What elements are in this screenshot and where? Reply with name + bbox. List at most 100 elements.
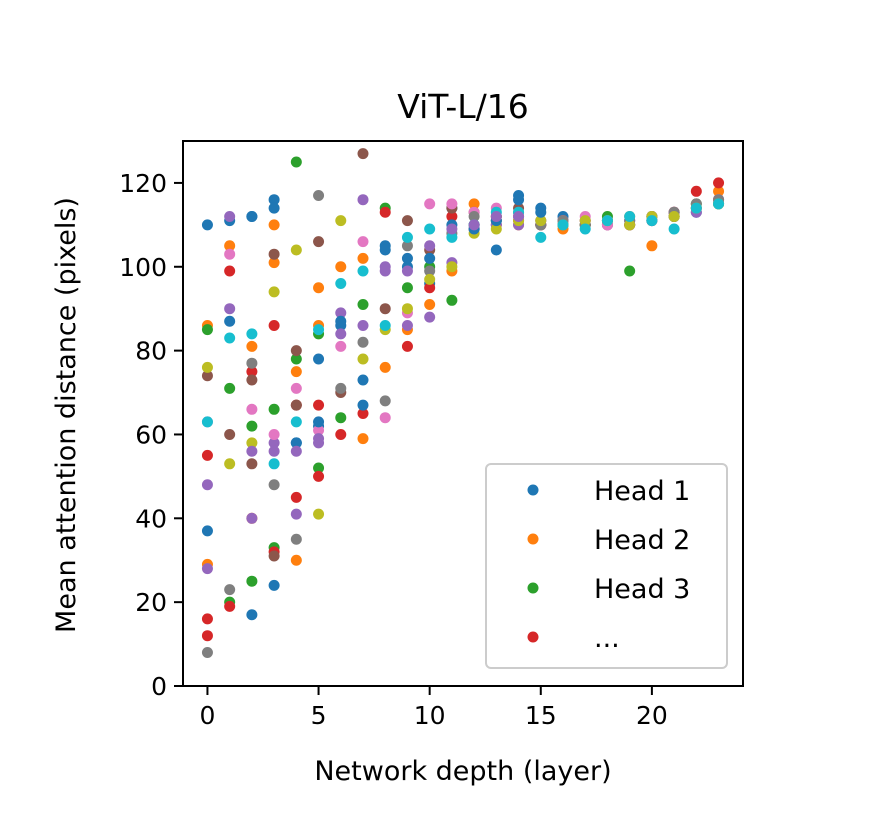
data-point-head-10 (290, 416, 302, 428)
data-point-head-2 (268, 257, 280, 269)
data-point-head-6 (201, 370, 213, 382)
data-point-head-10 (668, 223, 680, 235)
data-point-head-5 (401, 319, 413, 331)
data-point-head-3 (401, 282, 413, 294)
data-point-head-6 (246, 458, 258, 470)
data-point-head-2 (424, 299, 436, 310)
data-point-head-6 (246, 374, 258, 386)
data-point-head-3 (624, 265, 636, 277)
legend-box (485, 463, 728, 669)
data-point-head-7 (335, 340, 347, 352)
chart-title: ViT-L/16 (397, 87, 529, 126)
legend-label: Head 2 (594, 525, 690, 556)
legend-marker (527, 582, 539, 594)
data-point-head-7 (268, 428, 280, 440)
y-tick-label: 60 (135, 420, 167, 449)
y-tick-label: 120 (119, 169, 167, 198)
data-point-head-11 (290, 437, 302, 449)
data-point-head-12 (401, 265, 413, 277)
data-point-head-2 (290, 366, 302, 378)
data-point-head-5 (268, 437, 280, 449)
data-point-head-12 (224, 210, 236, 222)
data-point-head-5 (357, 319, 369, 331)
data-point-head-10 (557, 219, 569, 231)
data-point-head-6 (290, 345, 302, 357)
data-point-head-11 (246, 210, 258, 222)
data-point-head-7 (224, 248, 236, 260)
data-point-head-5 (424, 311, 436, 323)
data-point-head-2 (268, 219, 280, 231)
data-point-head-11 (313, 416, 325, 428)
x-tick-label: 15 (525, 701, 557, 730)
data-point-head-3 (268, 403, 280, 415)
data-point-head-2 (224, 240, 236, 252)
data-point-head-4 (224, 265, 236, 277)
data-point-head-10 (624, 210, 636, 222)
y-tick-label: 40 (135, 504, 167, 533)
data-point-head-4 (335, 428, 347, 440)
data-point-head-10 (401, 231, 413, 243)
y-axis-label: Mean attention distance (pixels) (51, 197, 82, 633)
data-point-head-12 (313, 433, 325, 445)
data-point-head-11 (535, 206, 547, 218)
data-point-head-11 (268, 202, 280, 214)
data-point-head-1 (201, 219, 213, 231)
data-point-head-9 (313, 508, 325, 520)
x-tick-label: 10 (414, 701, 446, 730)
data-point-head-2 (357, 252, 369, 264)
legend-label: Head 3 (594, 574, 690, 605)
scatter-points (201, 148, 725, 658)
data-point-head-10 (379, 319, 391, 331)
data-point-head-2 (335, 261, 347, 273)
data-point-head-12 (513, 210, 525, 222)
data-point-head-6 (224, 428, 236, 440)
data-point-head-4 (201, 613, 213, 625)
data-point-head-12 (335, 328, 347, 340)
data-point-head-3 (335, 412, 347, 424)
data-point-head-3 (246, 420, 258, 432)
data-point-head-11 (379, 244, 391, 256)
data-point-head-5 (290, 508, 302, 520)
x-tick-label: 0 (199, 701, 215, 730)
data-point-head-9 (224, 458, 236, 470)
data-point-head-3 (313, 462, 325, 474)
x-axis-label: Network depth (layer) (314, 756, 611, 787)
data-point-head-3 (246, 575, 258, 587)
data-point-head-7 (290, 382, 302, 394)
data-point-head-8 (268, 479, 280, 491)
data-point-head-8 (335, 382, 347, 394)
data-point-head-6 (290, 399, 302, 411)
legend: Head 1 Head 2 Head 3... (485, 463, 728, 669)
data-point-head-9 (490, 223, 502, 235)
data-point-head-5 (201, 479, 213, 491)
data-point-head-4 (357, 408, 369, 419)
data-point-head-1 (268, 579, 280, 591)
data-point-head-4 (379, 206, 391, 218)
data-point-head-4 (268, 319, 280, 331)
data-point-head-9 (535, 215, 547, 227)
data-point-head-1 (246, 609, 258, 621)
data-point-head-10 (601, 215, 613, 227)
x-tick-label: 20 (636, 701, 668, 730)
data-point-head-4 (201, 449, 213, 461)
data-point-head-9 (246, 437, 258, 449)
data-point-head-8 (468, 210, 480, 222)
data-point-head-2 (357, 433, 369, 445)
data-point-head-10 (357, 265, 369, 277)
y-tick-label: 80 (135, 337, 167, 366)
data-point-head-2 (313, 282, 325, 294)
legend-marker (527, 484, 539, 496)
data-point-head-10 (690, 202, 702, 214)
data-point-head-12 (379, 261, 391, 273)
data-point-head-6 (268, 248, 280, 260)
data-point-head-12 (290, 445, 302, 457)
data-point-head-10 (201, 416, 213, 428)
y-tick-label: 20 (135, 588, 167, 617)
data-point-head-8 (290, 533, 302, 545)
data-point-head-9 (401, 303, 413, 315)
data-point-head-12 (490, 210, 502, 222)
data-point-head-12 (468, 219, 480, 231)
data-point-head-5 (224, 303, 236, 315)
